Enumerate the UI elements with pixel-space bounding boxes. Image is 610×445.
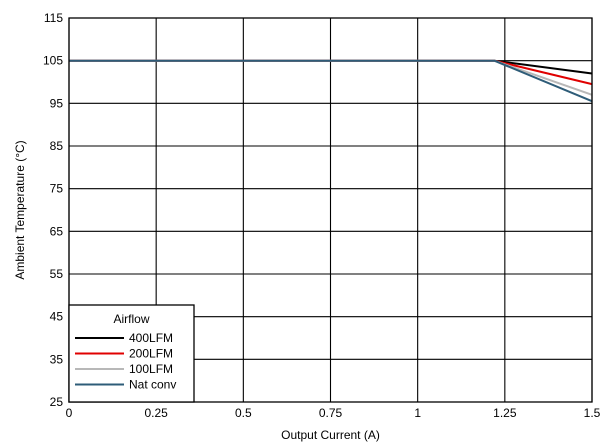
x-tick-label: 1 bbox=[414, 406, 421, 420]
y-tick-label: 115 bbox=[44, 11, 63, 25]
legend-title: Airflow bbox=[113, 312, 149, 326]
y-tick-label: 35 bbox=[50, 352, 64, 366]
x-tick-label: 0.5 bbox=[235, 406, 252, 420]
x-tick-labels: 0 0.25 0.5 0.75 1 1.25 1.5 bbox=[66, 406, 601, 420]
series-line-nat-conv bbox=[69, 59, 593, 103]
y-tick-label: 45 bbox=[50, 310, 64, 324]
y-tick-label: 65 bbox=[50, 224, 64, 238]
y-tick-label: 25 bbox=[50, 395, 64, 409]
y-tick-label: 75 bbox=[50, 182, 64, 196]
legend-label-100lfm: 100LFM bbox=[129, 362, 173, 376]
x-tick-label: 0 bbox=[66, 406, 73, 420]
legend-label-400lfm: 400LFM bbox=[129, 331, 173, 345]
y-tick-label: 55 bbox=[50, 267, 64, 281]
y-tick-labels: 25 35 45 55 65 75 85 95 105 115 bbox=[43, 11, 63, 409]
x-tick-label: 1.25 bbox=[493, 406, 517, 420]
x-tick-label: 0.75 bbox=[319, 406, 343, 420]
y-tick-label: 85 bbox=[50, 139, 64, 153]
plot-frame bbox=[68, 17, 593, 403]
x-tick-label: 1.5 bbox=[584, 406, 601, 420]
y-tick-label: 95 bbox=[50, 96, 64, 110]
y-axis-title: Ambient Temperature (°C) bbox=[13, 140, 27, 279]
x-axis-title: Output Current (A) bbox=[281, 428, 380, 442]
series-lines bbox=[69, 59, 593, 103]
legend-label-200lfm: 200LFM bbox=[129, 347, 173, 361]
legend-label-nat-conv: Nat conv bbox=[129, 378, 176, 392]
y-tick-label: 105 bbox=[43, 54, 63, 68]
x-tick-label: 0.25 bbox=[144, 406, 168, 420]
